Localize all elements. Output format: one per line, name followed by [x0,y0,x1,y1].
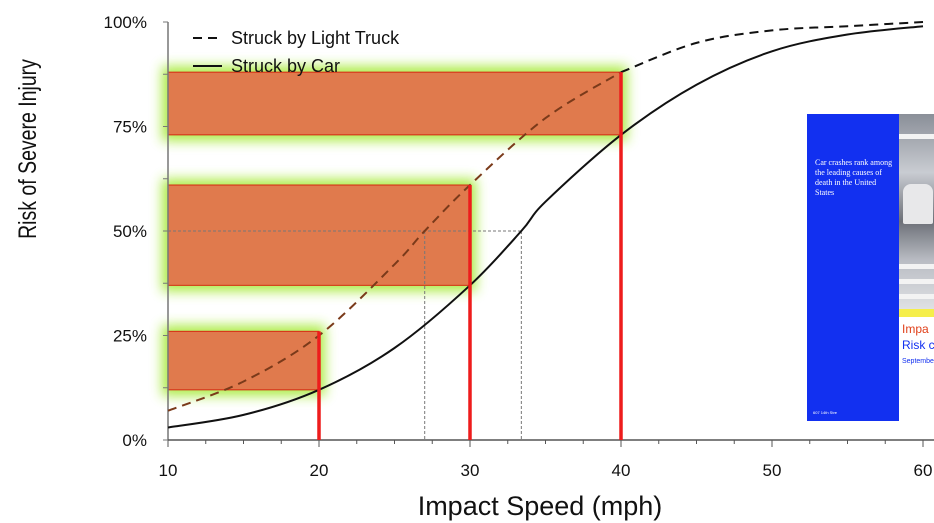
reference-line-layer [168,230,522,440]
report-cover-thumbnail: Car crashes rank among the leading cause… [807,114,934,421]
x-tick-label: 20 [310,461,329,480]
cover-title-area [899,317,934,421]
y-tick-marks [163,21,168,441]
risk-band-30mph [167,184,471,286]
y-tick-label: 50% [113,222,147,241]
cover-title-line2: Risk c [902,338,934,352]
x-tick-label: 30 [461,461,480,480]
y-tick-label: 0% [122,431,147,450]
legend-label-car: Struck by Car [231,56,340,76]
cover-headline: Car crashes rank among the leading cause… [815,158,893,197]
y-tick-label: 25% [113,327,147,346]
y-tick-labels: 0% 25% 50% 75% 100% [104,13,147,450]
cover-title-line1: Impa [902,322,929,336]
legend-label-truck: Struck by Light Truck [231,28,400,48]
y-tick-label: 100% [104,13,147,32]
x-tick-labels: 10 20 30 40 50 60 [159,461,933,480]
x-tick-label: 60 [914,461,933,480]
cover-footer: 607 14th Stre [813,410,838,415]
x-tick-label: 50 [763,461,782,480]
cover-date: Septembe [902,358,934,365]
x-axis-title: Impact Speed (mph) [418,491,663,521]
series-line-truck [620,21,924,74]
x-tick-label: 40 [612,461,631,480]
cover-yellow-bar [899,309,934,317]
y-tick-label: 75% [113,118,147,137]
risk-band-40mph [167,71,622,136]
cover-photo [899,114,934,309]
cover-blue-panel [807,114,899,421]
speed-marker-layer [317,72,623,440]
legend: Struck by Light Truck Struck by Car [193,28,400,76]
x-tick-marks [167,440,924,447]
x-tick-label: 10 [159,461,178,480]
y-axis-title: Risk of Severe Injury [14,58,42,238]
